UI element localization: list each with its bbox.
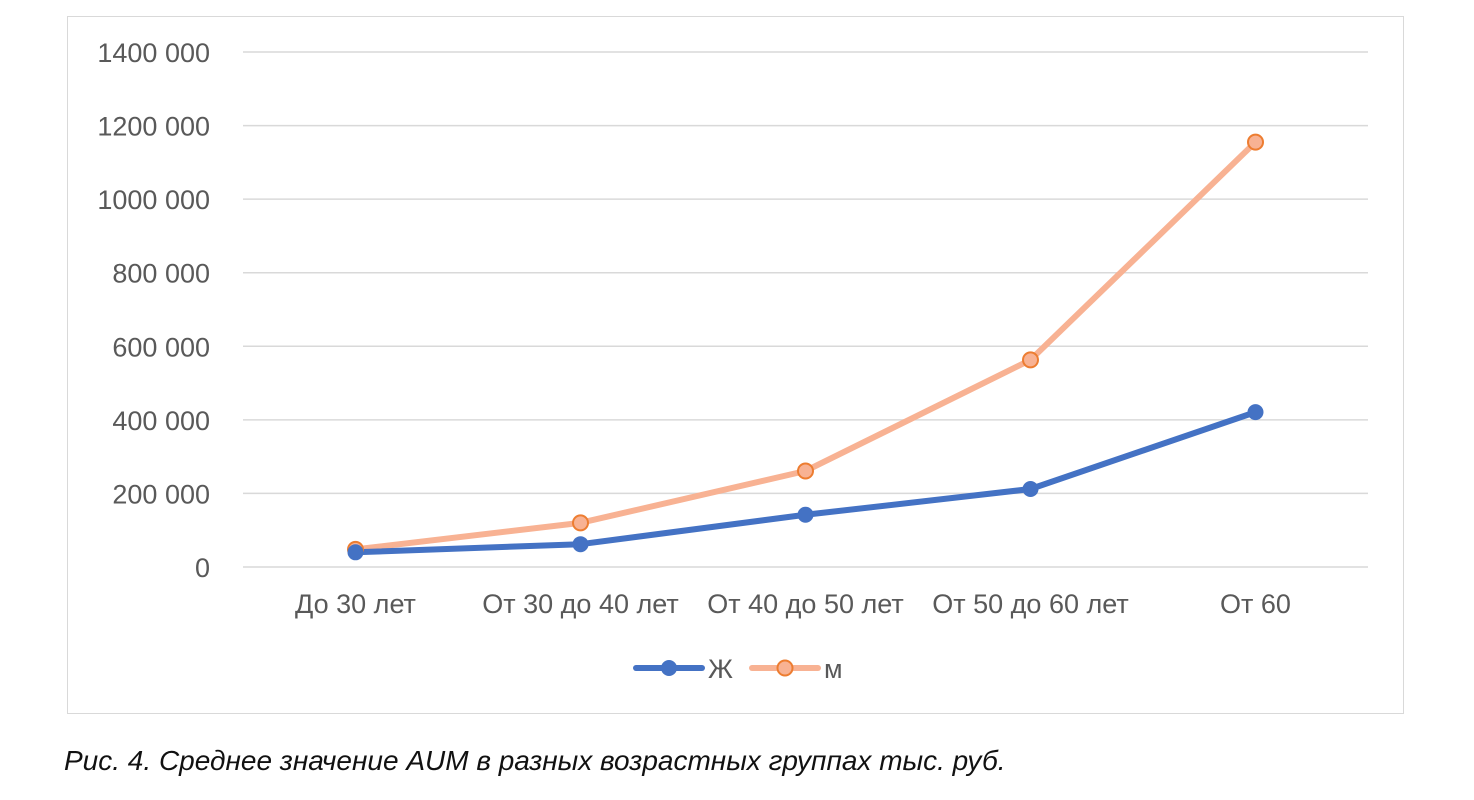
data-point-m: [1247, 133, 1264, 151]
data-point-m: [572, 514, 589, 532]
legend-marker-zh: [661, 660, 677, 676]
series-markers: [347, 133, 1264, 561]
gridlines: [243, 51, 1368, 568]
data-point-m: [797, 462, 814, 480]
x-tick-label: От 40 до 50 лет: [707, 589, 903, 619]
y-tick-label: 0: [195, 553, 210, 583]
x-tick-label: От 50 до 60 лет: [932, 589, 1128, 619]
data-point-zh: [347, 544, 364, 561]
data-point-zh: [1247, 404, 1264, 421]
x-tick-label: До 30 лет: [295, 589, 416, 619]
legend-marker-m: [776, 659, 794, 677]
figure-caption: Рис. 4. Среднее значение AUM в разных во…: [64, 745, 1006, 776]
y-tick-label: 400 000: [112, 406, 210, 436]
data-point-zh: [1022, 481, 1039, 498]
data-point-zh: [572, 536, 589, 553]
x-tick-label: От 30 до 40 лет: [482, 589, 678, 619]
y-tick-label: 1000 000: [97, 185, 210, 215]
y-tick-label: 1400 000: [97, 38, 210, 68]
line-chart: 0 200 000 400 000 600 000 800 000 1000 000 120…: [97, 38, 1368, 684]
x-tick-label: От 60: [1220, 589, 1291, 619]
data-point-zh: [797, 506, 814, 523]
chart-frame: [67, 16, 1404, 714]
y-tick-label: 200 000: [112, 479, 210, 509]
x-axis-tick-labels: До 30 лет От 30 до 40 лет От 40 до 50 лет О…: [295, 589, 1291, 619]
legend-label-zh: Ж: [708, 654, 733, 684]
series-lines: [352, 139, 1259, 556]
y-tick-label: 800 000: [112, 259, 210, 289]
data-point-m: [1022, 351, 1039, 369]
legend-label-m: м: [824, 654, 843, 684]
y-axis-tick-labels: 0 200 000 400 000 600 000 800 000 1000 000 120…: [97, 38, 210, 583]
y-tick-label: 600 000: [112, 332, 210, 362]
y-tick-label: 1200 000: [97, 112, 210, 142]
